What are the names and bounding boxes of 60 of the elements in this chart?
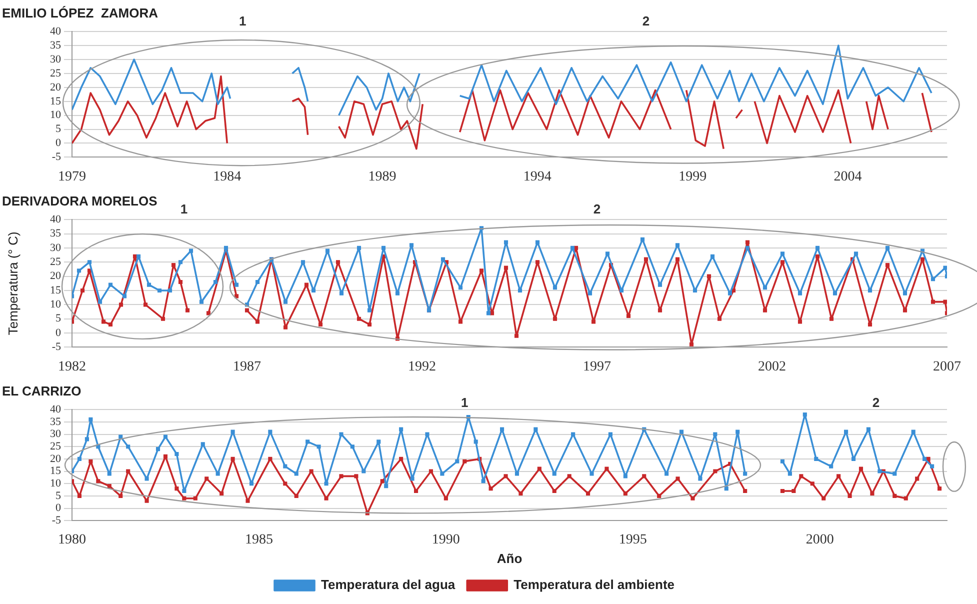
y-tick-label: 15 (50, 465, 62, 478)
chart-title: DERIVADORA MORELOS (2, 193, 158, 208)
y-tick-label: -5 (52, 151, 62, 164)
y-tick-label: 35 (50, 39, 62, 52)
y-tick-label: 25 (50, 440, 62, 452)
x-tick-label: 1997 (583, 359, 611, 374)
annotation: 1 (461, 395, 468, 410)
y-tick-label: 5 (56, 490, 62, 502)
y-tick-label: 20 (50, 81, 62, 94)
x-tick-label: 1980 (58, 532, 86, 548)
x-tick-label: 2000 (806, 532, 834, 548)
x-tick-label: 1995 (618, 532, 647, 548)
y-tick-label: 10 (50, 109, 62, 122)
y-tick-label: 5 (56, 123, 62, 136)
y-tick-label: 40 (50, 25, 62, 38)
y-tick-label: 10 (50, 477, 62, 490)
y-axis-title: Temperatura (° C) (5, 232, 20, 336)
x-tick-label: 1982 (58, 359, 86, 374)
y-tick-label: -5 (52, 341, 62, 354)
y-tick-label: 30 (50, 242, 62, 254)
x-tick-label: 1992 (408, 359, 436, 374)
legend-label: Temperatura del agua (321, 577, 456, 592)
y-tick-label: 0 (56, 326, 62, 339)
legend-label: Temperatura del ambiente (514, 577, 675, 592)
y-tick-label: 0 (56, 502, 62, 514)
x-axis-title: Año (496, 550, 522, 566)
annotation: 2 (872, 395, 880, 410)
text: 1 (180, 202, 188, 217)
text: 2 (593, 202, 601, 217)
x-tick-label: 1999 (678, 169, 707, 184)
x-tick-label: 1989 (368, 169, 396, 184)
y-tick-label: 5 (56, 312, 62, 325)
text: 1 (239, 14, 246, 29)
text: 2 (642, 14, 650, 29)
y-tick-label: 25 (50, 256, 62, 268)
y-tick-label: -5 (52, 514, 62, 526)
y-tick-label: 35 (50, 228, 62, 240)
y-tick-label: 30 (50, 53, 62, 66)
y-tick-label: 35 (50, 416, 62, 428)
y-tick-label: 15 (50, 284, 62, 296)
chart-title: EMILIO LÓPEZ ZAMORA (2, 5, 159, 20)
chart-title: EL CARRIZO (2, 383, 82, 398)
x-tick-label: 1979 (58, 169, 86, 184)
y-tick-label: 15 (50, 95, 62, 108)
y-tick-label: 0 (56, 137, 62, 150)
x-tick-label: 1990 (432, 532, 460, 548)
x-tick-label: 1985 (244, 532, 273, 548)
y-tick-label: 10 (50, 298, 62, 311)
x-tick-label: 2007 (933, 359, 961, 374)
y-tick-label: 40 (50, 403, 62, 416)
y-tick-label: 40 (50, 213, 62, 226)
x-tick-label: 2004 (834, 169, 862, 184)
x-tick-label: 1984 (213, 169, 242, 184)
y-tick-label: 25 (50, 67, 62, 80)
x-tick-label: 2002 (758, 359, 786, 374)
y-tick-label: 20 (50, 270, 62, 282)
x-tick-label: 1994 (523, 169, 552, 184)
y-tick-label: 30 (50, 428, 62, 440)
y-tick-label: 20 (50, 452, 62, 465)
x-tick-label: 1987 (233, 359, 261, 374)
